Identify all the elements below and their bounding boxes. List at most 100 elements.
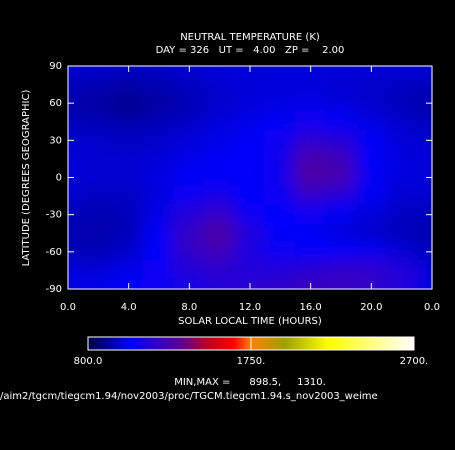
heatmap-cell: [294, 185, 327, 207]
file-path: /aim2/tgcm/tiegcm1.94/nov2003/proc/TGCM.…: [0, 391, 378, 402]
heatmap-cell: [82, 241, 115, 263]
heatmap-cell: [142, 66, 176, 77]
heatmap-cell: [142, 241, 176, 263]
heatmap-cell: [385, 167, 418, 188]
heatmap-cell: [415, 74, 432, 95]
x-tick-label: 0.0: [424, 302, 440, 313]
colorbar-tick-label: 800.0: [74, 356, 103, 367]
heatmap-cell: [264, 111, 297, 133]
heatmap-cell: [82, 167, 115, 188]
heatmap-cell: [173, 130, 206, 151]
heatmap-cell: [355, 204, 388, 225]
heatmap-cell: [294, 222, 327, 244]
y-tick-label: 90: [49, 61, 62, 72]
heatmap-cell: [203, 204, 236, 225]
x-tick-label: 4.0: [121, 302, 137, 313]
heatmap-cell: [68, 148, 85, 170]
heatmap-cell: [264, 185, 297, 207]
heatmap-cell: [355, 222, 388, 244]
heatmap-cell: [385, 278, 418, 289]
heatmap-cell: [233, 185, 267, 207]
heatmap-cell: [233, 74, 267, 95]
heatmap-cell: [233, 167, 267, 188]
heatmap-cell: [324, 260, 358, 281]
y-tick-label: 0: [56, 173, 62, 184]
heatmap-cell: [203, 148, 236, 170]
heatmap-cell: [415, 167, 432, 188]
heatmap-cell: [324, 278, 358, 289]
heatmap-cell: [68, 241, 85, 263]
x-axis-label: SOLAR LOCAL TIME (HOURS): [178, 316, 322, 327]
heatmap-cell: [68, 74, 85, 95]
heatmap-cell: [294, 204, 327, 225]
heatmap-cell: [294, 111, 327, 133]
heatmap-cell: [415, 66, 432, 77]
heatmap-cell: [415, 92, 432, 114]
heatmap-cell: [173, 185, 206, 207]
heatmap-cell: [385, 130, 418, 151]
x-tick-label: 20.0: [360, 302, 382, 313]
heatmap-cell: [82, 260, 115, 281]
y-axis-label: LATITUDE (DEGREES GEOGRAPHIC): [21, 90, 32, 267]
heatmap-cell: [68, 278, 85, 289]
heatmap-cell: [415, 260, 432, 281]
heatmap-cell: [264, 148, 297, 170]
heatmap-cell: [173, 241, 206, 263]
heatmap-cell: [324, 204, 358, 225]
heatmap-cell: [82, 148, 115, 170]
heatmap-cell: [294, 148, 327, 170]
x-tick-label: 16.0: [300, 302, 322, 313]
heatmap-cell: [142, 204, 176, 225]
colorbar-tick-label: 1750.: [237, 356, 266, 367]
heatmap-cell: [203, 92, 236, 114]
y-tick-label: 30: [49, 135, 62, 146]
heatmap-cell: [142, 185, 176, 207]
heatmap-cell: [142, 222, 176, 244]
heatmap-cell: [385, 260, 418, 281]
heatmap-cell: [203, 74, 236, 95]
heatmap-cell: [112, 222, 145, 244]
heatmap-cell: [173, 260, 206, 281]
y-tick-label: -90: [46, 284, 62, 295]
heatmap-cell: [294, 167, 327, 188]
heatmap-cell: [355, 260, 388, 281]
heatmap-cell: [112, 241, 145, 263]
heatmap-cell: [112, 130, 145, 151]
heatmap-cell: [324, 111, 358, 133]
x-tick-label: 8.0: [181, 302, 197, 313]
heatmap-cell: [385, 92, 418, 114]
heatmap-cell: [68, 260, 85, 281]
heatmap-cell: [82, 74, 115, 95]
heatmap-cell: [68, 222, 85, 244]
heatmap-cell: [415, 241, 432, 263]
heatmap-cell: [385, 204, 418, 225]
heatmap-cell: [264, 167, 297, 188]
x-tick-label: 12.0: [239, 302, 261, 313]
heatmap-cell: [203, 167, 236, 188]
heatmap-cell: [264, 130, 297, 151]
heatmap-cell: [355, 241, 388, 263]
heatmap-cell: [324, 185, 358, 207]
heatmap-cell: [142, 260, 176, 281]
heatmap-cell: [294, 260, 327, 281]
heatmap-cell: [112, 92, 145, 114]
heatmap-cell: [173, 92, 206, 114]
heatmap-cell: [203, 241, 236, 263]
heatmap-cell: [82, 130, 115, 151]
heatmap-cell: [264, 66, 297, 77]
heatmap-cell: [294, 130, 327, 151]
heatmap-cell: [82, 92, 115, 114]
heatmap-cell: [355, 74, 388, 95]
heatmap-cell: [82, 278, 115, 289]
heatmap-cell: [385, 74, 418, 95]
heatmap-cell: [233, 241, 267, 263]
min-max-annotation: MIN,MAX = 898.5, 1310.: [174, 377, 326, 388]
heatmap-cell: [415, 278, 432, 289]
heatmap-cell: [324, 74, 358, 95]
heatmap-cell: [355, 92, 388, 114]
heatmap-cell: [324, 241, 358, 263]
heatmap-cell: [324, 167, 358, 188]
heatmap-cell: [355, 111, 388, 133]
heatmap-cell: [264, 74, 297, 95]
